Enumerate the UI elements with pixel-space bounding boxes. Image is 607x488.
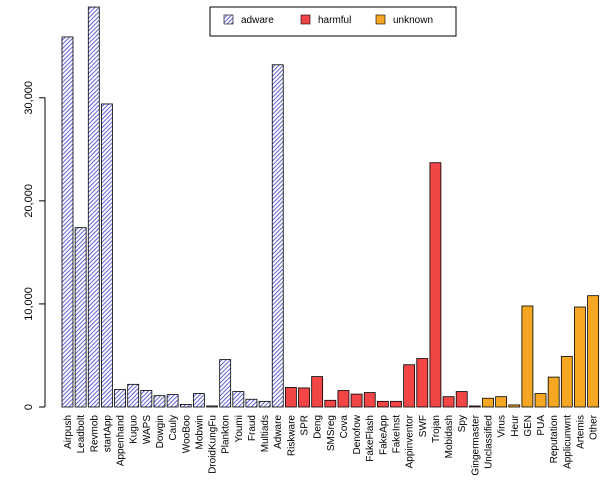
category-label: DroidKungFu: [208, 415, 219, 474]
category-label: Virus: [497, 415, 508, 438]
bar-gingermaster: [468, 405, 481, 408]
category-label: Mobidash: [444, 415, 455, 458]
category-label: Heur: [510, 414, 521, 436]
category-label: SPR: [300, 415, 311, 436]
bar-reputation: [547, 376, 560, 408]
category-label: PUA: [536, 415, 547, 436]
legend-swatch-harmful: [300, 14, 311, 25]
legend-swatch-unknown: [375, 14, 386, 25]
bar-kuguo: [127, 383, 140, 408]
legend-label-harmful: harmful: [318, 15, 351, 26]
category-label: GEN: [523, 415, 534, 437]
category-label: Other: [589, 414, 600, 440]
bars-group: [61, 6, 599, 408]
bar-artemis: [574, 306, 586, 408]
category-label: Revmob: [89, 415, 100, 453]
legend-swatch-adware: [223, 14, 234, 25]
legend-label-adware: adware: [241, 15, 274, 26]
bar-virus: [495, 396, 508, 408]
category-label: Airpush: [63, 415, 74, 449]
bar-droidkungfu: [206, 405, 218, 408]
category-label: WooBoo: [181, 415, 192, 454]
category-label: WAPS: [142, 415, 153, 444]
bar-multiads: [258, 400, 271, 408]
category-label: Riskware: [286, 415, 297, 457]
bar-appenhand: [114, 389, 126, 408]
bar-pua: [534, 393, 547, 408]
category-label: Appenhand: [116, 415, 127, 466]
bar-waps: [140, 390, 153, 408]
bar-fraud: [245, 398, 258, 408]
category-label: Denofow: [352, 414, 363, 454]
y-tick-label: 0: [23, 404, 35, 410]
category-label: Reputation: [549, 415, 560, 463]
category-label: Cauly: [168, 415, 179, 441]
bar-revmob: [87, 6, 100, 408]
bar-fakeapp: [376, 400, 389, 408]
bar-startapp: [101, 103, 113, 408]
legend: adware harmful unknown: [209, 6, 457, 37]
bar-trojan: [429, 162, 442, 408]
category-label: Adware: [273, 415, 284, 449]
category-label: Fraud: [247, 415, 258, 441]
bar-fakeinst: [390, 400, 402, 408]
category-label: startApp: [102, 415, 113, 453]
bar-applicunwnt: [560, 356, 573, 408]
y-tick-label: 10,000: [23, 287, 35, 321]
bar-leadbolt: [74, 227, 87, 408]
category-label: Gingermaster: [470, 414, 481, 475]
legend-box: [209, 6, 457, 37]
bar-spr: [298, 387, 310, 408]
bar-dowgin: [153, 395, 166, 408]
bar-mobwin: [192, 393, 205, 408]
bar-airpush: [61, 36, 74, 408]
bar-gen: [521, 305, 534, 408]
y-tick-label: 20,000: [23, 184, 35, 218]
legend-label-unknown: unknown: [393, 15, 433, 26]
bar-unclassified: [482, 397, 494, 408]
category-label: FakeInst: [392, 415, 403, 454]
category-label: FakeFlash: [365, 415, 376, 462]
bar-plankton: [219, 359, 232, 408]
category-label: Spy: [457, 415, 468, 432]
category-label: Deng: [313, 415, 324, 439]
bar-fakeflash: [363, 392, 376, 408]
category-label: SMSreg: [326, 415, 337, 451]
category-label: FakeApp: [378, 415, 389, 455]
y-tick-label: 30,000: [23, 81, 35, 115]
category-label: SWF: [418, 415, 429, 437]
category-label: Mobwin: [194, 415, 205, 449]
bar-cauly: [166, 394, 179, 408]
category-labels: Airpush Leadbolt Revmob startApp Appenhand Ku…: [63, 414, 600, 475]
category-label: Dowgin: [155, 415, 166, 448]
bar-other: [587, 295, 599, 408]
category-label: Applicunwnt: [562, 415, 573, 469]
bar-wooboo: [179, 404, 192, 408]
bar-swf: [416, 358, 429, 408]
category-label: Appinventor: [405, 414, 416, 468]
bar-heur: [508, 404, 521, 408]
bar-youmi: [232, 391, 245, 408]
category-label: Artemis: [575, 415, 586, 449]
bar-spy: [455, 391, 468, 408]
bar-riskware: [284, 387, 297, 408]
category-label: Trojan: [431, 415, 442, 443]
bar-cova: [337, 390, 350, 408]
category-label: Youmi: [234, 415, 245, 442]
category-label: Kuguo: [129, 415, 140, 444]
category-label: Multiads: [260, 415, 271, 452]
category-label: Plankton: [221, 415, 232, 454]
bar-smsreg: [324, 399, 337, 408]
category-label: Cova: [339, 415, 350, 439]
bar-adware: [271, 64, 284, 408]
category-label: Leadbolt: [76, 415, 87, 454]
bar-deng: [311, 376, 324, 408]
y-axis: 0 10,000 20,000 30,000: [23, 81, 46, 410]
bar-denofow: [350, 393, 363, 408]
bar-mobidash: [442, 396, 455, 408]
bar-appinventor: [403, 364, 416, 408]
category-label: Unclassified: [483, 415, 494, 469]
